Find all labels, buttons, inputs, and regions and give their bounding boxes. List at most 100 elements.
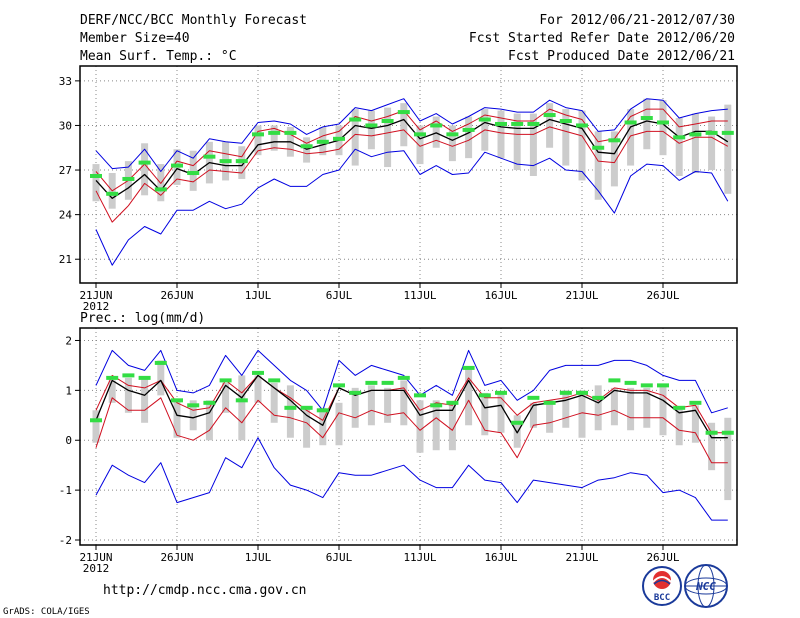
x-tick-label: 6JUL bbox=[326, 289, 353, 302]
spread-bar bbox=[432, 116, 440, 148]
lower-line bbox=[95, 397, 728, 464]
x-tick-label: 21JUL bbox=[565, 551, 598, 564]
spread-bar bbox=[643, 98, 651, 150]
mean-marker bbox=[705, 430, 718, 435]
x-tick-label: 21JUN bbox=[79, 289, 112, 302]
mean-marker bbox=[203, 154, 216, 159]
mean-marker bbox=[495, 390, 507, 395]
precipitation-chart: -2 -1 0 1 2 21JUN 26JUN 1JUL 6JUL 11JUL 16JUL 21JUL… bbox=[59, 327, 738, 575]
spread-bar bbox=[124, 377, 132, 413]
spread-bar bbox=[351, 387, 359, 428]
mean-marker bbox=[689, 132, 702, 137]
spread-bar bbox=[724, 417, 732, 501]
y-tick-label: 2 bbox=[65, 334, 72, 347]
upper-line bbox=[95, 108, 728, 192]
mean-marker bbox=[235, 398, 248, 403]
mean-marker bbox=[349, 117, 362, 122]
mean-marker bbox=[138, 375, 151, 380]
temperature-chart: 21 24 27 30 33 21JUN 26JUN 1JUL 6JUL 11JUL 16JUL 21… bbox=[59, 65, 738, 313]
spread-bar bbox=[529, 113, 537, 176]
spread-bar bbox=[675, 118, 683, 176]
mean-marker bbox=[478, 117, 491, 122]
spread-bar bbox=[270, 382, 278, 423]
mean-marker bbox=[559, 118, 572, 123]
upper-line bbox=[95, 374, 728, 434]
y-tick-label: 21 bbox=[59, 253, 72, 266]
ncc-logo-text: NCC bbox=[695, 580, 716, 593]
spread-bar bbox=[367, 110, 375, 150]
spread-bar bbox=[384, 107, 392, 168]
mean-marker bbox=[268, 130, 281, 135]
mean-marker bbox=[203, 400, 216, 405]
spread-bar bbox=[691, 405, 699, 443]
spread-bar bbox=[594, 131, 602, 200]
mean-marker bbox=[527, 121, 540, 126]
y-tick-label: 1 bbox=[65, 384, 72, 397]
mean-marker bbox=[478, 393, 491, 398]
mean-marker bbox=[316, 139, 329, 144]
mean-marker bbox=[381, 118, 394, 123]
spread-bar bbox=[238, 375, 246, 441]
mean-marker bbox=[721, 130, 734, 135]
figure-title: DERF/NCC/BCC Monthly Forecast bbox=[80, 13, 307, 28]
spread-bar bbox=[416, 400, 424, 453]
max-line bbox=[95, 98, 728, 172]
mean-marker bbox=[187, 171, 200, 176]
year-label: 2012 bbox=[83, 562, 110, 575]
spread-bar bbox=[513, 113, 521, 171]
median-line bbox=[95, 374, 728, 439]
x-tick-label: 21JUL bbox=[565, 289, 598, 302]
spread-bar bbox=[497, 392, 505, 433]
precip-label: Prec.: log(mm/d) bbox=[80, 311, 205, 326]
mean-marker bbox=[592, 145, 605, 150]
mean-marker bbox=[187, 403, 200, 408]
x-tick-label: 1JUL bbox=[245, 289, 272, 302]
spread-bar bbox=[465, 116, 473, 159]
spread-bar bbox=[254, 375, 262, 403]
mean-marker bbox=[333, 383, 345, 388]
mean-marker bbox=[721, 430, 734, 435]
mean-marker bbox=[397, 110, 410, 115]
spread-bar bbox=[400, 380, 408, 426]
mean-marker bbox=[252, 132, 264, 137]
max-line bbox=[95, 349, 728, 414]
min-line bbox=[95, 148, 729, 266]
source-url[interactable]: http://cmdp.ncc.cma.gov.cn bbox=[103, 583, 307, 598]
y-tick-label: 27 bbox=[59, 164, 72, 177]
spread-bar bbox=[351, 109, 359, 166]
year-label: 2012 bbox=[83, 300, 110, 313]
mean-marker bbox=[543, 400, 556, 405]
x-tick-label: 21JUN bbox=[79, 551, 112, 564]
spread-bar bbox=[513, 415, 521, 448]
mean-marker bbox=[268, 378, 281, 383]
plot-frame bbox=[79, 327, 738, 546]
mean-marker bbox=[640, 383, 653, 388]
mean-marker bbox=[365, 123, 378, 128]
spread-bar bbox=[92, 410, 100, 443]
mean-marker bbox=[106, 375, 119, 380]
spread-bar bbox=[189, 400, 197, 431]
spread-bar bbox=[108, 380, 116, 403]
mean-marker bbox=[576, 390, 588, 395]
mean-marker bbox=[106, 191, 119, 196]
min-line bbox=[95, 437, 728, 521]
spread-bar bbox=[594, 385, 602, 431]
mean-marker bbox=[90, 173, 102, 178]
variable-label: Mean Surf. Temp.: °C bbox=[80, 49, 237, 64]
mean-marker bbox=[495, 121, 507, 126]
lower-line bbox=[95, 126, 729, 223]
spread-bar bbox=[173, 400, 181, 438]
mean-marker bbox=[640, 116, 653, 121]
spread-bar bbox=[481, 392, 489, 436]
mean-marker bbox=[138, 160, 151, 165]
median-line bbox=[95, 118, 729, 199]
x-tick-label: 11JUL bbox=[403, 551, 436, 564]
spread-bar bbox=[286, 385, 294, 438]
mean-marker bbox=[333, 136, 345, 141]
mean-marker bbox=[657, 383, 669, 388]
spread-bar bbox=[546, 400, 554, 433]
mean-marker bbox=[576, 123, 588, 128]
spread-bar bbox=[610, 387, 618, 426]
mean-marker bbox=[511, 121, 524, 126]
